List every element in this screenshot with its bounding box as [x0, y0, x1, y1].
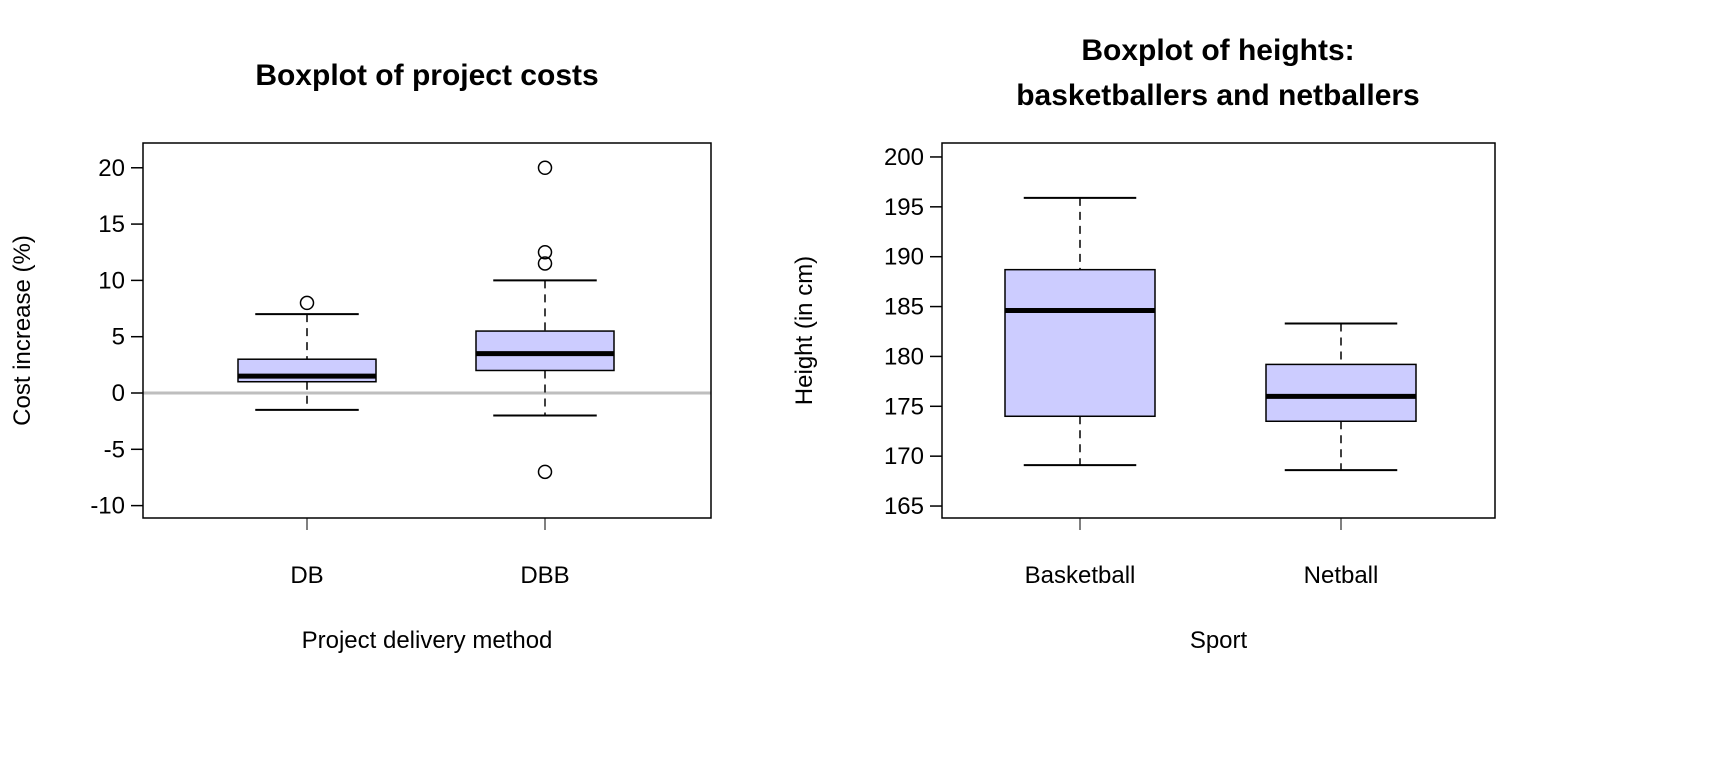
y-axis-label: Height (in cm)	[791, 256, 818, 405]
plot-frame	[142, 142, 712, 519]
chart-title: Boxplot of heights:	[1081, 34, 1354, 67]
y-tick-label: 190	[884, 244, 924, 271]
box-DBB	[475, 160, 615, 480]
y-tick-label: -5	[104, 436, 125, 463]
chart-title: Boxplot of project costs	[255, 59, 598, 92]
y-tick-label: 200	[884, 144, 924, 171]
outlier-point	[537, 244, 553, 260]
box-iqr	[1265, 363, 1417, 423]
y-tick-label: 170	[884, 443, 924, 470]
chart-1: Boxplot of project costs DB DBB -10 -5 0 5 10 15…	[9, 59, 712, 654]
box-iqr	[1004, 268, 1156, 418]
y-tick-label: 175	[884, 393, 924, 420]
chart-title: basketballers and netballers	[1016, 79, 1420, 112]
y-tick-label: 0	[112, 380, 125, 407]
x-tick-label: Netball	[1304, 562, 1379, 589]
y-tick-label: 15	[98, 211, 125, 238]
chart-2: Boxplot of heights: basketballers and net…	[791, 34, 1496, 654]
box-iqr	[475, 330, 615, 372]
x-axis-label: Project delivery method	[302, 627, 553, 654]
y-tick-label: 165	[884, 493, 924, 520]
y-tick-label: 195	[884, 194, 924, 221]
y-tick-label: 185	[884, 294, 924, 321]
outlier-point	[537, 160, 553, 176]
x-tick-label: DB	[290, 562, 323, 589]
y-tick-label: 10	[98, 267, 125, 294]
x-axis-label: Sport	[1190, 627, 1248, 654]
y-axis-label: Cost increase (%)	[9, 235, 36, 426]
x-tick-label: DBB	[520, 562, 569, 589]
y-tick-label: 5	[112, 324, 125, 351]
y-tick-label: 20	[98, 155, 125, 182]
y-tick-label: -10	[90, 493, 125, 520]
x-tick-label: Basketball	[1025, 562, 1136, 589]
box-Basketball	[1004, 196, 1156, 467]
outlier-point	[537, 256, 553, 271]
box-Netball	[1265, 322, 1417, 472]
outlier-point	[537, 464, 553, 480]
plot-frame	[941, 142, 1496, 519]
outlier-point	[299, 295, 315, 311]
box-DB	[237, 295, 377, 411]
y-tick-label: 180	[884, 343, 924, 370]
